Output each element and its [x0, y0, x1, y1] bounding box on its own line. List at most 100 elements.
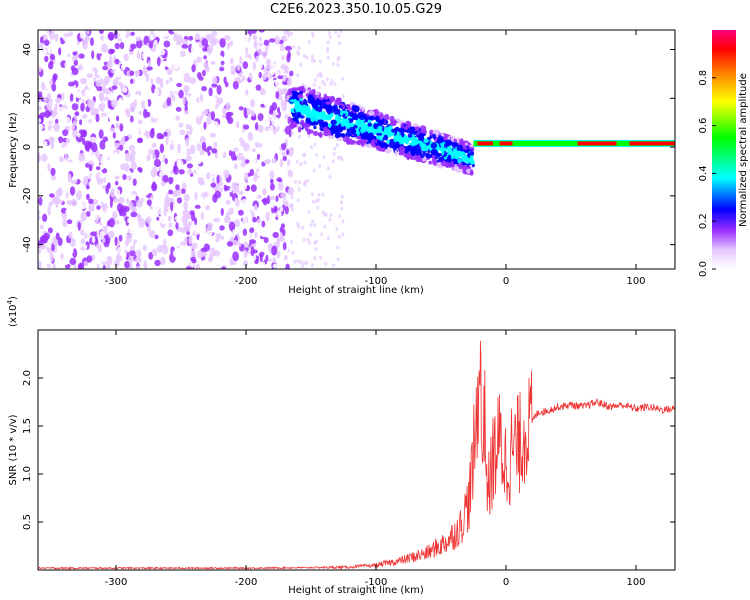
noise-speck — [130, 161, 137, 171]
noise-speck — [171, 93, 176, 102]
noise-speck — [66, 200, 73, 206]
noise-speck — [100, 201, 104, 209]
noise-fringe-speck — [313, 58, 316, 63]
noise-fringe-speck — [307, 210, 311, 215]
noise-speck — [145, 208, 150, 214]
noise-fringe-speck — [330, 78, 334, 83]
noise-speck — [186, 94, 190, 102]
scintillation-speck — [321, 122, 326, 127]
noise-speck — [211, 148, 218, 154]
noise-speck — [156, 56, 161, 67]
noise-speck — [43, 96, 48, 104]
noise-speck — [119, 144, 124, 151]
noise-speck — [205, 66, 210, 73]
noise-speck — [207, 256, 213, 262]
noise-speck — [100, 54, 105, 64]
scintillation-speck — [342, 119, 348, 126]
noise-fringe-speck — [295, 159, 299, 164]
noise-speck — [241, 156, 246, 162]
noise-speck — [143, 260, 148, 269]
scintillation-speck — [460, 147, 464, 152]
noise-speck — [221, 266, 226, 269]
noise-fringe-speck — [337, 234, 341, 239]
noise-speck — [148, 230, 156, 238]
noise-speck — [145, 216, 152, 224]
noise-speck — [194, 192, 198, 201]
noise-speck — [74, 111, 80, 117]
noise-speck — [284, 45, 292, 51]
noise-speck — [62, 129, 69, 137]
noise-speck — [88, 198, 94, 204]
scintillation-speck — [369, 126, 374, 130]
noise-speck — [233, 163, 238, 170]
noise-fringe-speck — [315, 239, 318, 244]
noise-speck — [145, 73, 150, 82]
noise-speck — [111, 99, 118, 108]
noise-fringe-speck — [311, 219, 315, 224]
noise-speck — [241, 76, 246, 81]
noise-speck — [52, 75, 57, 84]
noise-speck — [280, 88, 288, 95]
noise-speck — [198, 76, 204, 81]
noise-speck — [202, 232, 209, 240]
noise-fringe-speck — [324, 261, 328, 266]
snr-line-layer — [38, 340, 675, 570]
noise-speck — [210, 111, 216, 121]
noise-speck — [181, 215, 188, 224]
noise-speck — [168, 164, 174, 172]
noise-speck — [76, 90, 82, 99]
noise-speck — [102, 184, 106, 190]
noise-speck — [100, 154, 108, 164]
y-tick-label: 2.0 — [22, 370, 33, 386]
noise-speck — [114, 175, 120, 180]
noise-speck — [256, 219, 262, 224]
noise-speck — [141, 52, 147, 60]
noise-speck — [120, 155, 125, 160]
noise-speck — [194, 204, 202, 209]
noise-speck — [261, 220, 266, 228]
scintillation-speck — [459, 138, 464, 145]
scintillation-speck — [301, 104, 308, 110]
noise-speck — [165, 136, 169, 146]
noise-speck — [244, 221, 248, 230]
noise-speck — [234, 132, 239, 138]
scintillation-speck — [326, 104, 333, 112]
scintillation-speck — [294, 103, 299, 111]
noise-speck — [79, 203, 87, 210]
noise-speck — [257, 170, 261, 177]
noise-speck — [61, 142, 66, 148]
scintillation-speck — [356, 121, 360, 125]
noise-speck — [140, 197, 144, 203]
noise-speck — [195, 263, 200, 269]
scintillation-speck — [378, 113, 384, 120]
noise-speck — [80, 77, 87, 85]
noise-speck — [179, 129, 186, 136]
noise-speck — [189, 94, 196, 103]
noise-speck — [201, 259, 208, 267]
noise-speck — [249, 89, 254, 97]
noise-fringe-speck — [328, 35, 332, 40]
noise-speck — [278, 259, 286, 265]
noise-speck — [207, 230, 213, 237]
noise-speck — [191, 64, 196, 73]
noise-speck — [94, 158, 99, 167]
noise-speck — [196, 143, 202, 152]
scintillation-speck — [398, 137, 403, 141]
noise-speck — [98, 129, 104, 139]
noise-speck — [225, 199, 231, 205]
scintillation-speck — [385, 144, 390, 148]
noise-speck — [47, 227, 53, 234]
noise-speck — [229, 257, 234, 266]
noise-speck — [273, 122, 280, 128]
noise-speck — [160, 256, 166, 266]
scintillation-speck — [350, 118, 354, 122]
noise-speck — [169, 77, 173, 82]
noise-speck — [137, 119, 143, 125]
noise-speck — [226, 241, 234, 247]
noise-speck — [146, 239, 151, 250]
scintillation-speck — [300, 119, 305, 126]
noise-speck — [261, 171, 266, 181]
scintillation-speck — [307, 94, 313, 102]
noise-speck — [49, 252, 54, 262]
noise-fringe-speck — [312, 83, 316, 87]
